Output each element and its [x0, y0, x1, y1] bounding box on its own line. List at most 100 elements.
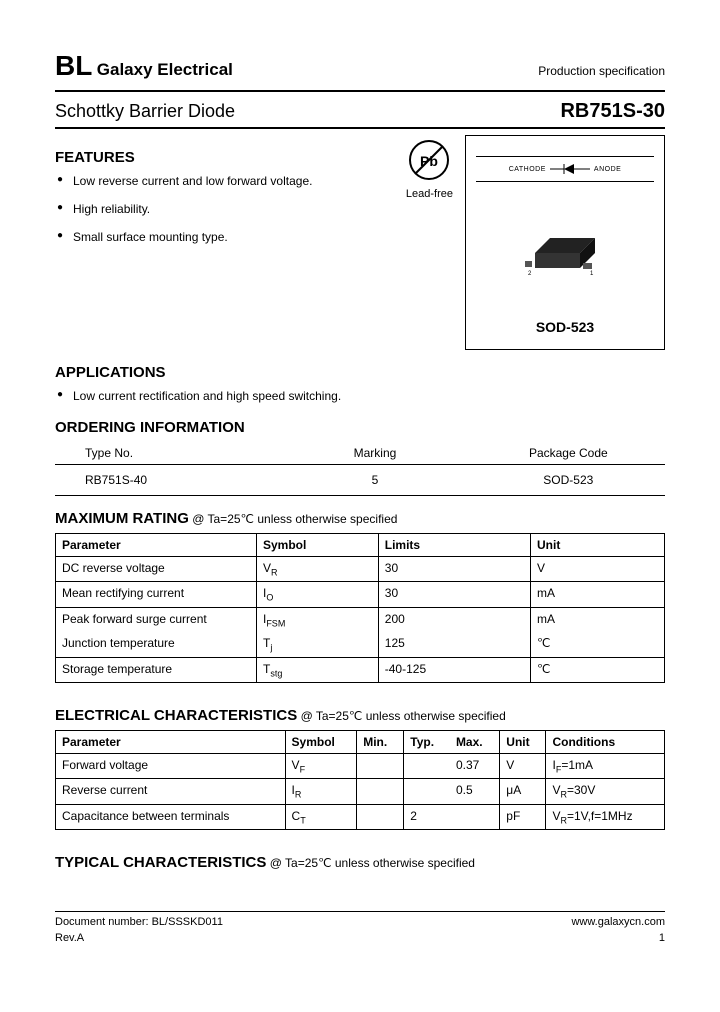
cell: 30: [378, 582, 530, 607]
col-header: Parameter: [56, 534, 257, 557]
cell: [404, 779, 450, 804]
cell: Reverse current: [56, 779, 286, 804]
col-header: Limits: [378, 534, 530, 557]
cell: μA: [500, 779, 546, 804]
product-type: Schottky Barrier Diode: [55, 101, 235, 122]
package-image: 2 1: [520, 223, 610, 283]
logo: BL: [55, 50, 92, 81]
feature-item: Small surface mounting type.: [57, 228, 394, 246]
cell: SOD-523: [472, 473, 665, 487]
col-header: Conditions: [546, 730, 665, 753]
maxrating-table: Parameter Symbol Limits Unit DC reverse …: [55, 533, 665, 683]
features-list: Low reverse current and low forward volt…: [55, 172, 394, 246]
cell: Storage temperature: [56, 657, 257, 682]
leadfree-icon: Pb: [408, 139, 450, 181]
cell: IF=1mA: [546, 753, 665, 778]
cell: 200: [378, 607, 530, 632]
spec-label: Production specification: [538, 64, 665, 78]
cell: IR: [285, 779, 357, 804]
cell: VR=30V: [546, 779, 665, 804]
cell: [404, 753, 450, 778]
page-number: 1: [659, 932, 665, 944]
features-section: FEATURES Low reverse current and low for…: [55, 135, 665, 350]
col-header: Unit: [500, 730, 546, 753]
features-title: FEATURES: [55, 149, 394, 166]
cell: 2: [404, 804, 450, 829]
cell: VF: [285, 753, 357, 778]
revision: Rev.A: [55, 932, 84, 944]
cell: mA: [531, 582, 665, 607]
col-header: Parameter: [56, 730, 286, 753]
footer: Document number: BL/SSSKD011 www.galaxyc…: [55, 911, 665, 944]
cell: pF: [500, 804, 546, 829]
leadfree-label: Lead-free: [406, 188, 453, 200]
divider: [55, 90, 665, 92]
subtitle-row: Schottky Barrier Diode RB751S-30: [55, 100, 665, 123]
cell: [357, 804, 404, 829]
cell: mA: [531, 607, 665, 632]
cell: 0.5: [450, 779, 500, 804]
col-header: Max.: [450, 730, 500, 753]
cell: V: [500, 753, 546, 778]
cell: RB751S-40: [55, 473, 278, 487]
cell: V: [531, 557, 665, 582]
col-header: Symbol: [285, 730, 357, 753]
diode-symbol: CATHODE ANODE: [476, 146, 654, 186]
title-text: MAXIMUM RATING: [55, 510, 189, 527]
applications-title: APPLICATIONS: [55, 364, 665, 381]
feature-item: High reliability.: [57, 200, 394, 218]
cell: -40-125: [378, 657, 530, 682]
col-header: Marking: [278, 446, 471, 460]
cathode-label: CATHODE: [509, 166, 546, 173]
header: BL Galaxy Electrical Production specific…: [55, 50, 665, 82]
cell: 125: [378, 632, 530, 657]
doc-number: Document number: BL/SSSKD011: [55, 916, 223, 928]
cell: Mean rectifying current: [56, 582, 257, 607]
cell: ℃: [531, 632, 665, 657]
col-header: Symbol: [256, 534, 378, 557]
ordering-title: ORDERING INFORMATION: [55, 419, 665, 436]
cell: Tstg: [256, 657, 378, 682]
col-header: Min.: [357, 730, 404, 753]
anode-label: ANODE: [594, 166, 621, 173]
cell: DC reverse voltage: [56, 557, 257, 582]
cell: VR: [256, 557, 378, 582]
svg-text:Pb: Pb: [421, 153, 439, 169]
maxrating-title: MAXIMUM RATING @ Ta=25℃ unless otherwise…: [55, 510, 665, 527]
cell: IO: [256, 582, 378, 607]
cell: [357, 779, 404, 804]
cell: [450, 804, 500, 829]
typical-title: TYPICAL CHARACTERISTICS @ Ta=25℃ unless …: [55, 854, 665, 871]
elec-table: Parameter Symbol Min. Typ. Max. Unit Con…: [55, 730, 665, 830]
company-name: Galaxy Electrical: [97, 60, 233, 79]
svg-text:2: 2: [528, 271, 532, 277]
cell: 30: [378, 557, 530, 582]
col-header: Typ.: [404, 730, 450, 753]
col-header: Unit: [531, 534, 665, 557]
cell: [357, 753, 404, 778]
cell: IFSM: [256, 607, 378, 632]
applications-list: Low current rectification and high speed…: [55, 387, 665, 405]
feature-item: Low reverse current and low forward volt…: [57, 172, 394, 190]
cell: CT: [285, 804, 357, 829]
condition-text: @ Ta=25℃ unless otherwise specified: [297, 709, 506, 723]
application-item: Low current rectification and high speed…: [57, 387, 665, 405]
ordering-table: Type No. Marking Package Code RB751S-40 …: [55, 442, 665, 496]
condition-text: @ Ta=25℃ unless otherwise specified: [189, 512, 398, 526]
cell: Junction temperature: [56, 632, 257, 657]
cell: Tj: [256, 632, 378, 657]
diode-icon: [550, 163, 590, 175]
cell: Capacitance between terminals: [56, 804, 286, 829]
elec-title: ELECTRICAL CHARACTERISTICS @ Ta=25℃ unle…: [55, 707, 665, 724]
cell: VR=1V,f=1MHz: [546, 804, 665, 829]
logo-block: BL Galaxy Electrical: [55, 50, 233, 82]
title-text: ELECTRICAL CHARACTERISTICS: [55, 707, 297, 724]
footer-url: www.galaxycn.com: [571, 916, 665, 928]
cell: ℃: [531, 657, 665, 682]
package-label: SOD-523: [536, 319, 594, 335]
svg-text:1: 1: [590, 271, 594, 277]
col-header: Package Code: [472, 446, 665, 460]
cell: 5: [278, 473, 471, 487]
cell: Peak forward surge current: [56, 607, 257, 632]
cell: 0.37: [450, 753, 500, 778]
